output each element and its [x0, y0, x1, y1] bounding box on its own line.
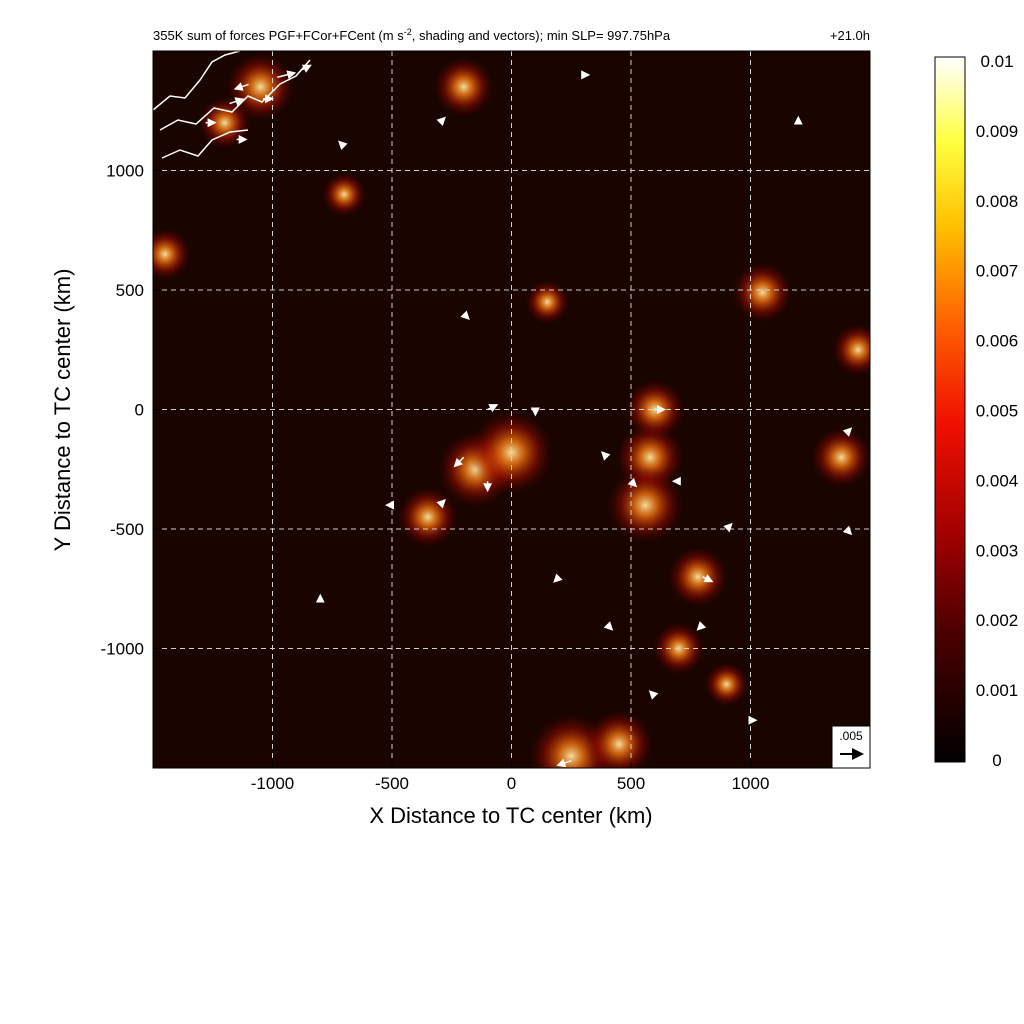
x-axis-ticks: -1000 -500 0 500 1000 — [251, 762, 770, 793]
force-vector-arrow-icon — [600, 451, 611, 461]
forecast-time-label: +21.0h — [830, 28, 870, 43]
shading-hotspot — [525, 279, 570, 324]
shading-hotspot — [811, 427, 870, 488]
colorbar-tick-label: 0.01 — [980, 52, 1013, 71]
colorbar-tick-label: 0.004 — [976, 471, 1019, 490]
shading-hotspot — [153, 228, 191, 281]
colorbar-tick-label: 0.002 — [976, 611, 1019, 630]
reference-vector-label: .005 — [839, 729, 863, 743]
y-tick-label: -500 — [110, 520, 144, 539]
shading-hotspot — [607, 467, 684, 544]
colorbar-tick-label: 0.007 — [976, 262, 1019, 281]
plot-background — [153, 51, 870, 768]
force-vector-arrow-icon — [553, 573, 563, 583]
shading-hotspot — [397, 487, 458, 548]
force-vector-arrow-icon — [648, 690, 659, 700]
y-tick-label: 500 — [116, 281, 144, 300]
x-tick-label: -1000 — [251, 774, 294, 793]
force-vector-arrow-icon — [556, 758, 572, 768]
shading-hotspot — [469, 410, 554, 495]
force-vector-arrow-icon — [603, 621, 614, 631]
colorbar-tick-label: 0.009 — [976, 122, 1019, 141]
force-vector-arrow-icon — [460, 310, 470, 321]
y-axis-label: Y Distance to TC center (km) — [50, 269, 75, 552]
force-vector-arrow-icon — [696, 621, 707, 631]
force-vector-arrow-icon — [436, 116, 446, 127]
colorbar-tick-label: 0.001 — [976, 681, 1019, 700]
y-tick-label: -1000 — [101, 640, 144, 659]
colorbar-gradient — [934, 56, 966, 763]
shading-hotspot — [322, 172, 367, 217]
x-tick-label: 500 — [617, 774, 645, 793]
force-vector-arrow-icon — [233, 82, 249, 91]
y-axis-ticks: 1000 500 0 -500 -1000 — [101, 162, 159, 659]
colorbar-ticks: 0.01 0.009 0.008 0.007 0.006 0.005 0.004 0.003 0… — [976, 52, 1019, 770]
grid-lines — [153, 51, 870, 768]
colorbar-tick-label: 0.008 — [976, 192, 1019, 211]
x-tick-label: 0 — [507, 774, 516, 793]
colorbar: 0.01 0.009 0.008 0.007 0.006 0.005 0.004 0.003 0… — [934, 52, 1019, 770]
force-vector-arrow-icon — [277, 70, 297, 80]
colorbar-tick-label: 0.003 — [976, 541, 1019, 560]
force-vector-arrow-icon — [842, 427, 853, 437]
y-tick-label: 1000 — [106, 162, 144, 181]
shading-hotspot — [667, 546, 728, 607]
colorbar-tick-label: 0 — [992, 751, 1001, 770]
force-vector-arrow-icon — [229, 97, 245, 106]
force-vector-arrow-icon — [627, 477, 638, 488]
force-vector-arrow-icon — [436, 498, 446, 509]
force-vector-arrow-icon — [842, 525, 853, 536]
force-vector-arrow-icon — [723, 522, 733, 533]
force-vectors — [205, 64, 853, 768]
force-vector-arrow-icon — [453, 456, 465, 468]
force-vector-arrow-icon — [338, 140, 348, 151]
x-tick-label: -500 — [375, 774, 409, 793]
force-vector-arrow-icon — [300, 64, 312, 73]
y-tick-label: 0 — [135, 401, 144, 420]
x-tick-label: 1000 — [732, 774, 770, 793]
reference-vector: .005 — [831, 725, 871, 769]
shading-hotspot — [832, 323, 870, 376]
shading-layer — [153, 52, 870, 768]
shading-hotspot — [732, 262, 793, 323]
chart-title: 355K sum of forces PGF+FCor+FCent (m s-2… — [153, 27, 671, 43]
force-vector-arrow-icon — [487, 404, 499, 413]
shading-hotspot — [704, 662, 749, 707]
plot-area: .005 — [152, 50, 871, 769]
x-axis-label: X Distance to TC center (km) — [369, 803, 652, 828]
force-vector-arrow-icon — [702, 574, 714, 583]
shading-hotspot — [585, 710, 654, 768]
shading-hotspot — [433, 56, 494, 117]
colorbar-tick-label: 0.005 — [976, 402, 1019, 421]
colorbar-tick-label: 0.006 — [976, 332, 1019, 351]
